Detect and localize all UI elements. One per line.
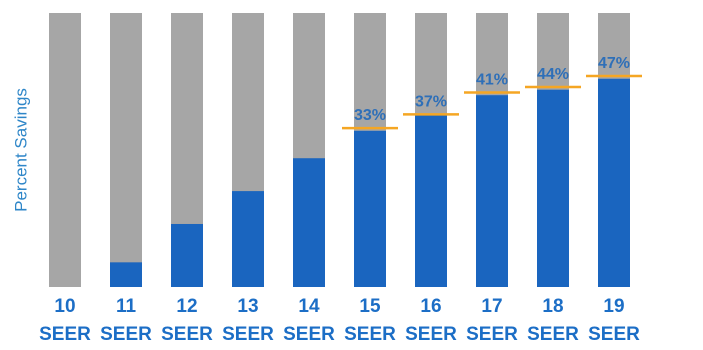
tick-label-unit-4: SEER xyxy=(283,324,335,345)
bar-7 xyxy=(476,95,508,287)
bar-1 xyxy=(110,262,142,287)
tick-label-number-5: 15 xyxy=(359,296,381,317)
data-label-5: 33% xyxy=(354,107,386,124)
bar-background-0 xyxy=(49,13,81,287)
tick-label-unit-1: SEER xyxy=(100,324,152,345)
tick-label-unit-8: SEER xyxy=(527,324,579,345)
bar-4 xyxy=(293,158,325,287)
tick-label-unit-3: SEER xyxy=(222,324,274,345)
bar-2 xyxy=(171,223,203,287)
data-label-9: 47% xyxy=(598,55,630,72)
bar-5 xyxy=(354,130,386,287)
tick-label-number-3: 13 xyxy=(237,296,258,317)
bar-6 xyxy=(415,114,447,287)
tick-label-unit-2: SEER xyxy=(161,324,213,345)
data-label-6: 37% xyxy=(415,93,447,110)
bar-background-1 xyxy=(110,13,142,287)
tick-label-unit-6: SEER xyxy=(405,324,457,345)
tick-label-unit-5: SEER xyxy=(344,324,396,345)
data-label-8: 44% xyxy=(537,66,569,83)
tick-label-number-9: 19 xyxy=(603,296,624,317)
bar-9 xyxy=(598,78,630,287)
tick-label-unit-9: SEER xyxy=(588,324,640,345)
x-axis-ticks: 10 SEER 11 SEER 12 SEER 13 SEER 14 SEER 15 SEER 16 SE… xyxy=(39,296,640,345)
tick-label-number-6: 16 xyxy=(420,296,441,317)
y-axis-label: Percent Savings xyxy=(11,88,30,212)
bars-group: 33% 37% 41% 44% 47% xyxy=(49,13,642,287)
bar-8 xyxy=(537,89,569,287)
tick-label-number-0: 10 xyxy=(54,296,75,317)
data-label-7: 41% xyxy=(476,71,508,88)
tick-label-number-4: 14 xyxy=(298,296,320,317)
tick-label-unit-0: SEER xyxy=(39,324,91,345)
tick-label-unit-7: SEER xyxy=(466,324,518,345)
tick-label-number-2: 12 xyxy=(176,296,197,317)
bar-3 xyxy=(232,191,264,287)
tick-label-number-1: 11 xyxy=(116,296,137,317)
tick-label-number-7: 17 xyxy=(481,296,502,317)
tick-label-number-8: 18 xyxy=(542,296,563,317)
